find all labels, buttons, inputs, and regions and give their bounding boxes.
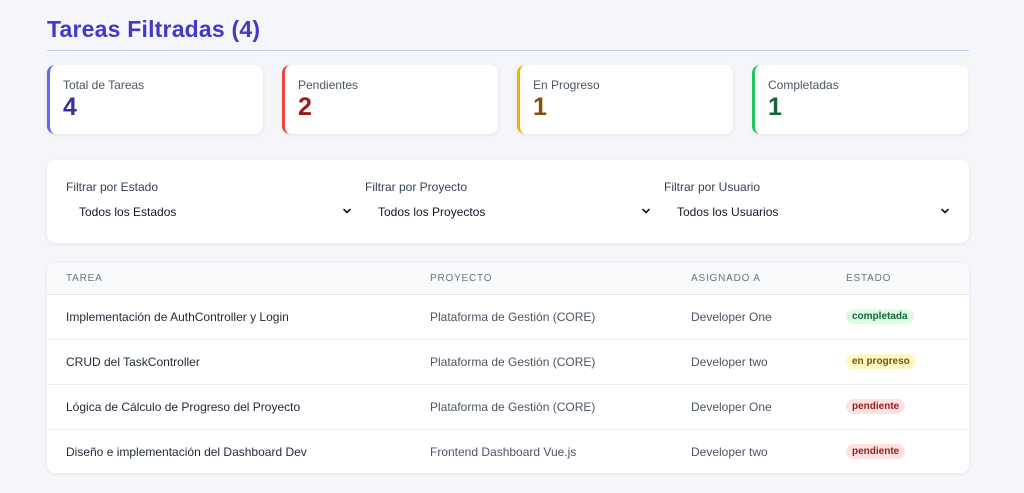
task-name: Lógica de Cálculo de Progreso del Proyec…: [66, 400, 301, 414]
status-badge: pendiente: [846, 399, 906, 414]
filters-panel: Filtrar por Estado Todos los Estados Fil…: [47, 160, 969, 243]
stat-value: 1: [533, 93, 547, 121]
task-assignee: Developer One: [691, 310, 772, 324]
column-header-task: TAREA: [66, 273, 103, 284]
status-badge: completada: [846, 309, 914, 324]
task-assignee: Developer One: [691, 400, 772, 414]
stat-card-completed: Completadas 1: [752, 65, 968, 134]
task-assignee: Developer two: [691, 445, 768, 459]
page-title: Tareas Filtradas (4): [47, 16, 261, 42]
column-header-assignee: ASIGNADO A: [691, 273, 761, 284]
column-header-status: ESTADO: [846, 273, 892, 284]
status-badge: en progreso: [846, 354, 916, 369]
chevron-down-icon: [343, 208, 351, 214]
table-row[interactable]: Lógica de Cálculo de Progreso del Proyec…: [47, 385, 969, 430]
stat-label: Pendientes: [298, 78, 359, 92]
filter-status: Filtrar por Estado Todos los Estados: [66, 160, 356, 243]
project-select[interactable]: Todos los Proyectos: [365, 200, 652, 224]
stat-value: 2: [298, 93, 312, 121]
table-row[interactable]: CRUD del TaskController Plataforma de Ge…: [47, 340, 969, 385]
task-assignee: Developer two: [691, 355, 768, 369]
filter-label: Filtrar por Proyecto: [365, 180, 468, 194]
stat-label: Total de Tareas: [63, 78, 145, 92]
select-value: Todos los Estados: [79, 205, 177, 219]
filter-user: Filtrar por Usuario Todos los Usuarios: [664, 160, 954, 243]
stat-value: 4: [63, 93, 77, 121]
filter-project: Filtrar por Proyecto Todos los Proyectos: [365, 160, 655, 243]
task-name: CRUD del TaskController: [66, 355, 200, 369]
task-project: Plataforma de Gestión (CORE): [430, 310, 596, 324]
select-value: Todos los Proyectos: [378, 205, 486, 219]
select-value: Todos los Usuarios: [677, 205, 779, 219]
chevron-down-icon: [642, 208, 650, 214]
stat-label: En Progreso: [533, 78, 600, 92]
task-name: Diseño e implementación del Dashboard De…: [66, 445, 307, 459]
title-divider: [47, 50, 969, 51]
stat-value: 1: [768, 93, 782, 121]
table-header: TAREA PROYECTO ASIGNADO A ESTADO: [47, 263, 969, 295]
stat-card-total: Total de Tareas 4: [47, 65, 263, 134]
stats-cards: Total de Tareas 4 Pendientes 2 En Progre…: [47, 65, 969, 135]
filter-label: Filtrar por Estado: [66, 180, 159, 194]
task-project: Frontend Dashboard Vue.js: [430, 445, 577, 459]
column-header-project: PROYECTO: [430, 273, 493, 284]
stat-card-in-progress: En Progreso 1: [517, 65, 733, 134]
table-row[interactable]: Implementación de AuthController y Login…: [47, 295, 969, 340]
user-select[interactable]: Todos los Usuarios: [664, 200, 951, 224]
status-badge: pendiente: [846, 444, 906, 459]
task-project: Plataforma de Gestión (CORE): [430, 400, 596, 414]
chevron-down-icon: [941, 208, 949, 214]
stat-label: Completadas: [768, 78, 839, 92]
status-select[interactable]: Todos los Estados: [66, 200, 353, 224]
tasks-table: TAREA PROYECTO ASIGNADO A ESTADO Impleme…: [47, 263, 969, 473]
task-name: Implementación de AuthController y Login: [66, 310, 289, 324]
task-project: Plataforma de Gestión (CORE): [430, 355, 596, 369]
filter-label: Filtrar por Usuario: [664, 180, 761, 194]
table-row[interactable]: Diseño e implementación del Dashboard De…: [47, 430, 969, 473]
stat-card-pending: Pendientes 2: [282, 65, 498, 134]
